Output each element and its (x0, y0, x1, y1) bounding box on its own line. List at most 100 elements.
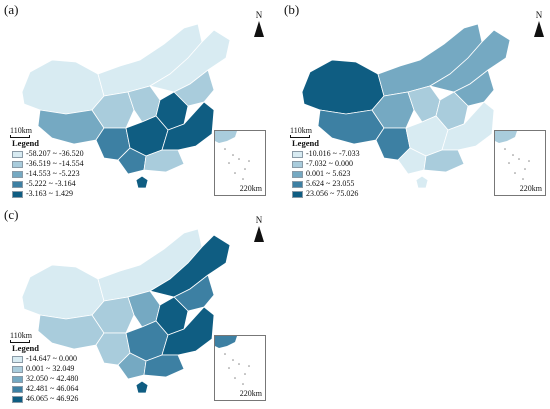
legend-item: -14.553 ~ -5.223 (12, 169, 84, 179)
legend-swatch (292, 160, 303, 168)
legend: Legend -14.647 ~ 0.000 0.001 ~ 32.049 32.05… (12, 343, 78, 404)
island-dot (238, 158, 240, 160)
legend-item: -58.207 ~ -36.520 (12, 149, 84, 159)
map-region (135, 380, 149, 394)
legend: Legend -10.016 ~ -7.033 -7.032 ~ 0.000 0.00… (292, 138, 360, 199)
legend-item: -3.163 ~ 1.429 (12, 189, 84, 199)
legend-swatch (12, 160, 23, 168)
island-dot (524, 168, 526, 170)
island-dot (224, 353, 226, 355)
inset-map-drawing (215, 131, 250, 180)
arrow-icon (254, 226, 264, 242)
legend-label: 23.056 ~ 75.026 (306, 189, 359, 198)
legend-swatch (12, 170, 23, 178)
island-dot (224, 148, 226, 150)
island-dot (514, 172, 516, 174)
legend-label: -14.553 ~ -5.223 (26, 169, 80, 178)
legend-item: 0.001 ~ 5.623 (292, 169, 360, 179)
inset-region (495, 131, 517, 143)
scale-label: 110km (10, 126, 32, 135)
legend-item: -10.016 ~ -7.033 (292, 149, 360, 159)
china-map (301, 23, 511, 189)
scale-label: 110km (290, 126, 312, 135)
legend-swatch (292, 190, 303, 198)
china-map (21, 228, 231, 394)
china-map (21, 23, 231, 189)
inset-map-drawing (215, 336, 250, 385)
panel-label: (b) (284, 2, 300, 17)
scale-bar: 110km (10, 126, 32, 138)
legend-swatch (12, 385, 23, 393)
legend-label: 0.001 ~ 5.623 (306, 169, 351, 178)
inset-scale-label: 220km (519, 184, 542, 193)
island-dot (528, 160, 530, 162)
map-panel-c: (c) N 110km Legend -14.647 ~ 0.000 0.001 ~ 32… (0, 205, 270, 405)
inset-region (215, 336, 237, 348)
legend-swatch (12, 150, 23, 158)
island-dot (248, 365, 250, 367)
inset-map: 220km (494, 130, 546, 196)
north-label: N (535, 10, 543, 20)
legend-item: -5.222 ~ -3.164 (12, 179, 84, 189)
legend-item: 5.624 ~ 23.055 (292, 179, 360, 189)
island-dot (232, 154, 234, 156)
map-panel-a: (a) N 110km Legend -58.207 ~ -36.520 -36.519 … (0, 0, 270, 200)
island-dot (232, 359, 234, 361)
north-arrow-icon: N (252, 215, 266, 242)
island-dot (508, 162, 510, 164)
island-dot (512, 154, 514, 156)
legend-label: -14.647 ~ 0.000 (26, 354, 77, 363)
legend-item: 42.481 ~ 46.064 (12, 384, 78, 394)
legend-item: 0.001 ~ 32.049 (12, 364, 78, 374)
scale-line (290, 135, 310, 138)
legend-swatch (12, 180, 23, 188)
north-label: N (255, 10, 263, 20)
island-dot (242, 383, 244, 385)
island-dot (228, 367, 230, 369)
legend-label: 46.065 ~ 46.926 (26, 394, 79, 403)
panel-label: (c) (4, 207, 19, 222)
island-dot (522, 178, 524, 180)
legend-label: -58.207 ~ -36.520 (26, 149, 84, 158)
map-region (423, 149, 465, 173)
scale-line (10, 340, 30, 343)
island-dot (518, 158, 520, 160)
island-dot (244, 168, 246, 170)
legend-label: 5.624 ~ 23.055 (306, 179, 355, 188)
legend-label: -7.032 ~ 0.000 (306, 159, 353, 168)
panel-label: (a) (4, 2, 19, 17)
legend-item: -14.647 ~ 0.000 (12, 354, 78, 364)
map-region (21, 264, 105, 320)
legend-swatch (292, 150, 303, 158)
map-region (415, 175, 429, 189)
legend-swatch (12, 355, 23, 363)
legend-label: 42.481 ~ 46.064 (26, 384, 79, 393)
legend-label: -10.016 ~ -7.033 (306, 149, 360, 158)
inset-region (215, 131, 237, 143)
island-dot (242, 178, 244, 180)
inset-map: 220km (214, 335, 266, 401)
legend-item: -36.519 ~ -14.554 (12, 159, 84, 169)
legend-title: Legend (12, 138, 39, 148)
legend-swatch (292, 180, 303, 188)
legend-swatch (292, 170, 303, 178)
scale-bar: 110km (290, 126, 312, 138)
scale-line (10, 135, 30, 138)
legend-label: 0.001 ~ 32.049 (26, 364, 75, 373)
legend-title: Legend (292, 138, 319, 148)
legend-item: 23.056 ~ 75.026 (292, 189, 360, 199)
map-region (143, 149, 185, 173)
legend-swatch (12, 365, 23, 373)
map-region (143, 354, 185, 378)
arrow-icon (254, 21, 264, 37)
map-region (301, 59, 385, 115)
legend-label: -5.222 ~ -3.164 (26, 179, 76, 188)
island-dot (504, 148, 506, 150)
inset-map-drawing (495, 131, 530, 180)
legend-label: 32.050 ~ 42.480 (26, 374, 79, 383)
legend-swatch (12, 375, 23, 383)
island-dot (228, 162, 230, 164)
scale-label: 110km (10, 331, 32, 340)
legend-swatch (12, 395, 23, 403)
island-dot (234, 377, 236, 379)
